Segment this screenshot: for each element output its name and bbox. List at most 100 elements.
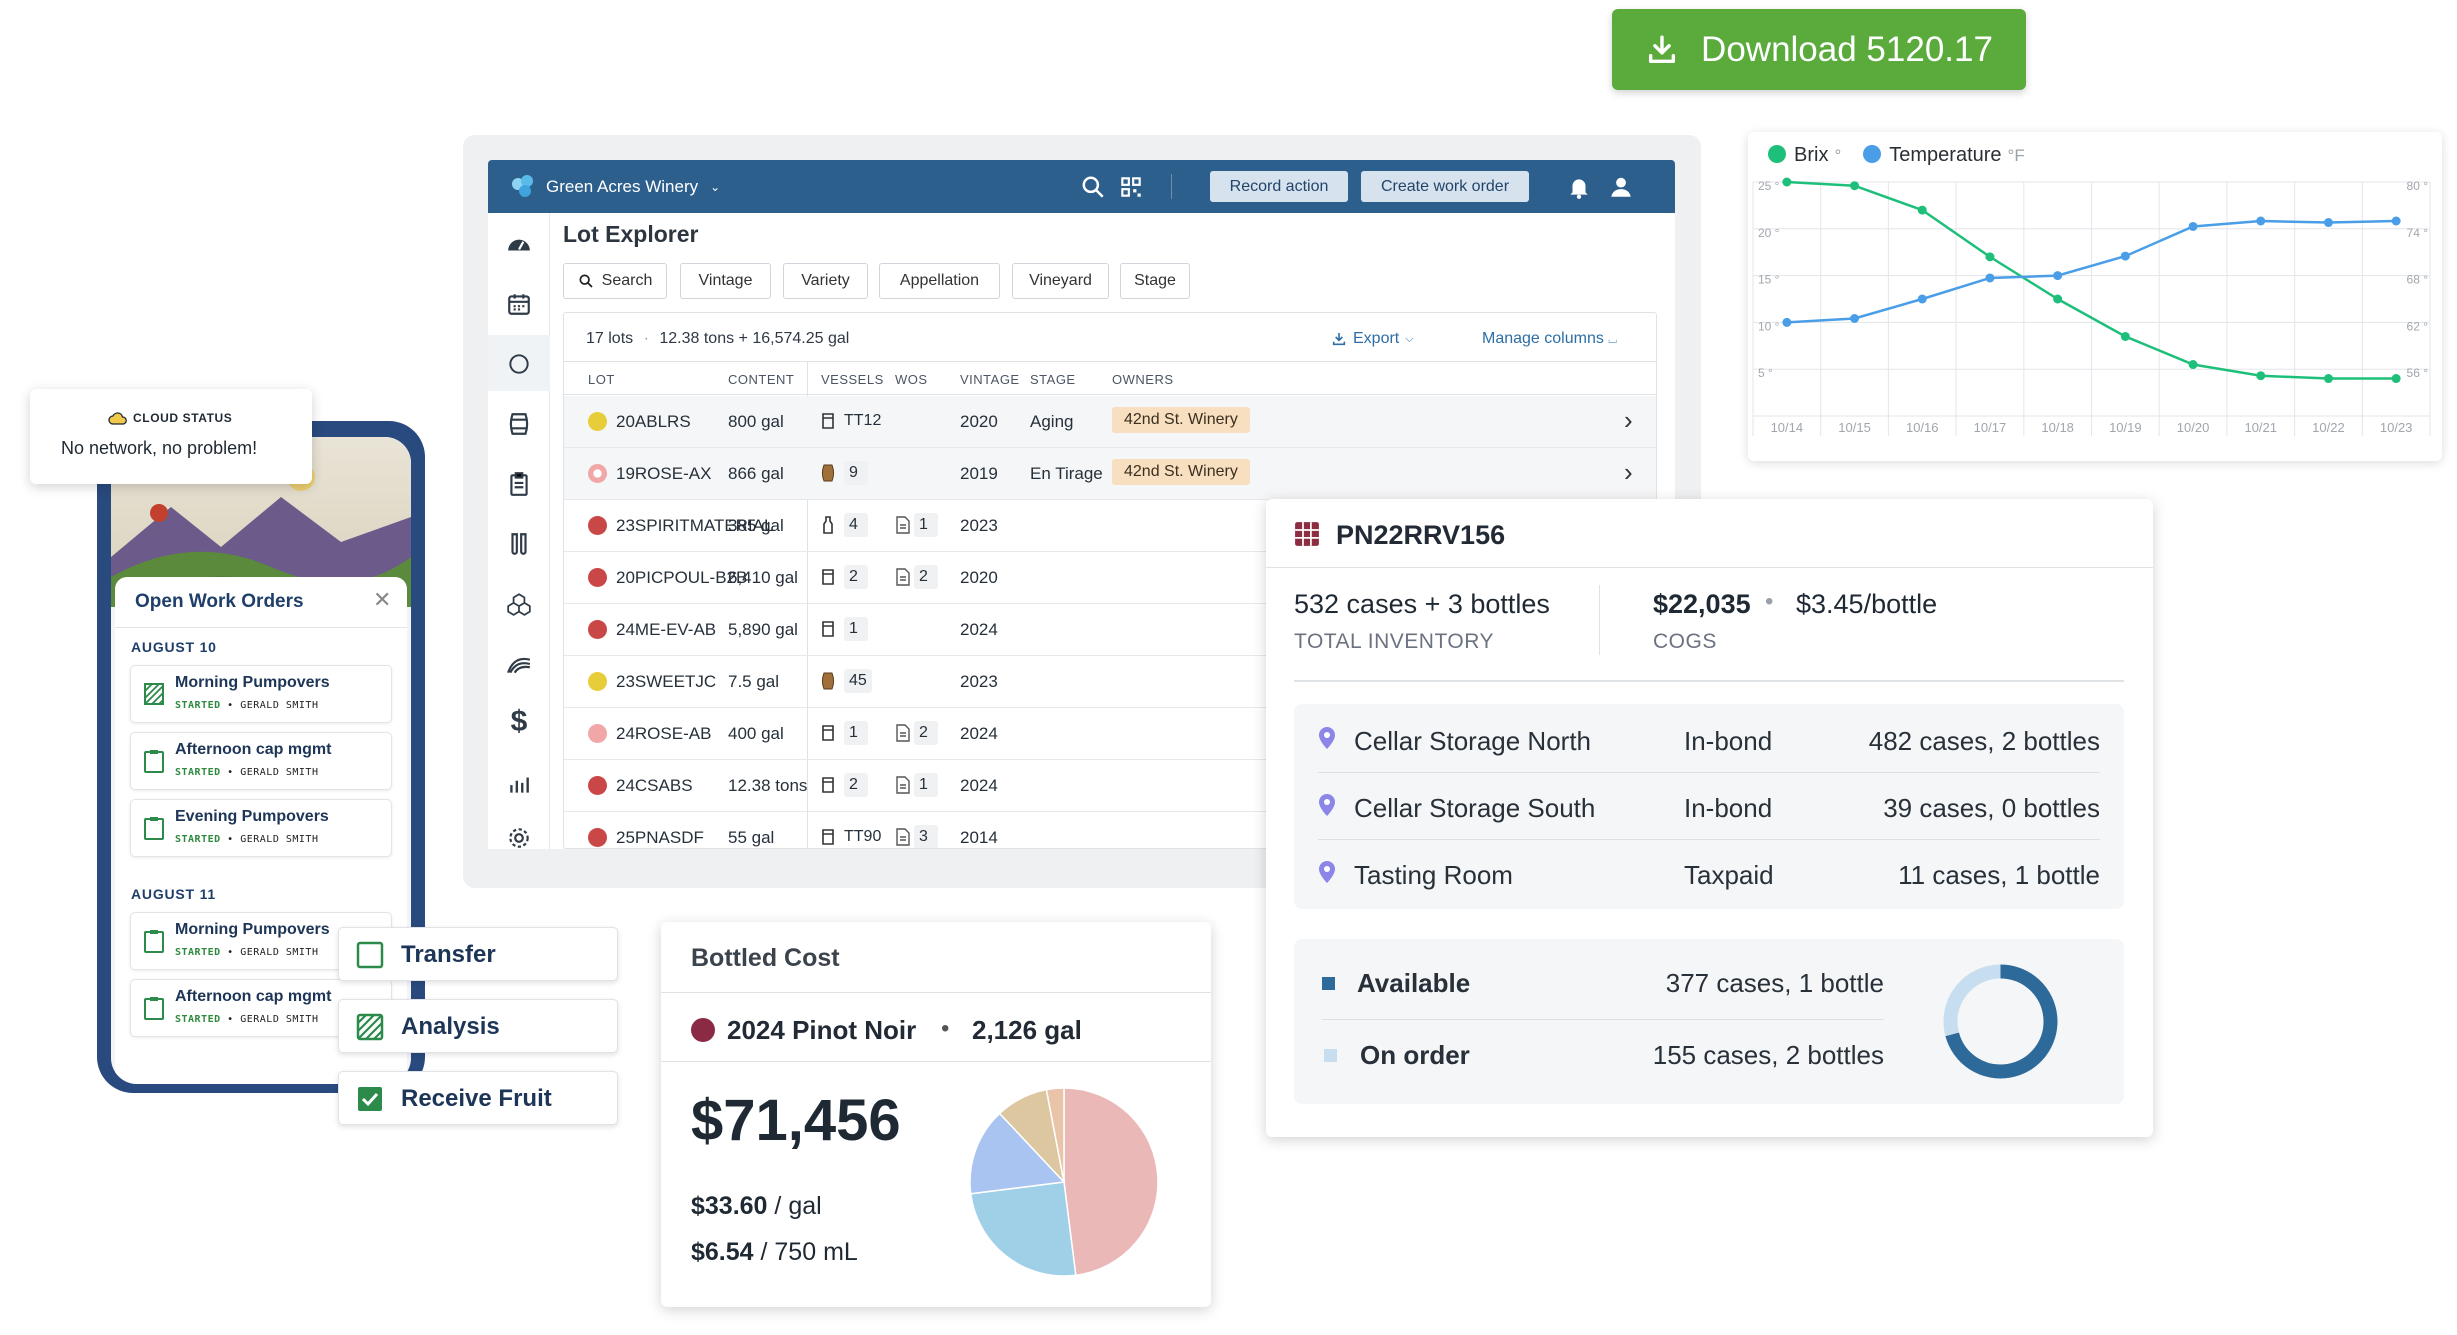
- filter-search-button[interactable]: Search: [563, 263, 667, 299]
- vessel-count[interactable]: 9: [844, 461, 868, 485]
- on-order-swatch: [1324, 1049, 1337, 1062]
- user-icon[interactable]: [1608, 174, 1634, 200]
- location-row[interactable]: Cellar Storage South In-bond 39 cases, 0…: [1318, 773, 2100, 840]
- filter-appellation-button[interactable]: Appellation: [879, 263, 1000, 299]
- reports-icon[interactable]: [506, 771, 532, 797]
- x-tick-label: 10/16: [1906, 420, 1939, 435]
- export-label: Export: [1353, 330, 1400, 347]
- wos-count[interactable]: 2: [914, 565, 938, 589]
- lot-vintage: 2023: [960, 672, 998, 691]
- cost-per-gal-value: $33.60: [691, 1192, 768, 1220]
- legend-item-temperature[interactable]: Temperature °F: [1863, 144, 2025, 167]
- vessel-count[interactable]: 2: [844, 565, 868, 589]
- download-icon: [1649, 35, 1676, 63]
- divider: [115, 627, 407, 628]
- table-row[interactable]: 23SPIRITMATERIAL 385 gal 4 1 2023: [564, 500, 1656, 552]
- task-chip-analysis[interactable]: Analysis: [338, 999, 618, 1053]
- column-header[interactable]: WOS: [895, 372, 928, 387]
- vessel-count[interactable]: 4: [844, 513, 868, 537]
- task-chip-transfer[interactable]: Transfer: [338, 927, 618, 981]
- close-icon[interactable]: ✕: [373, 587, 392, 612]
- column-header[interactable]: VINTAGE: [960, 372, 1020, 387]
- table-row[interactable]: 24ME-EV-AB 5,890 gal 1 2024: [564, 604, 1656, 656]
- lot-code[interactable]: 23SWEETJC: [616, 672, 717, 691]
- vessel-count[interactable]: TT12: [844, 412, 882, 429]
- create-work-order-button[interactable]: Create work order: [1361, 171, 1529, 202]
- calendar-icon[interactable]: [506, 291, 532, 317]
- column-header[interactable]: LOT: [588, 372, 615, 387]
- location-row[interactable]: Cellar Storage North In-bond 482 cases, …: [1318, 706, 2100, 773]
- data-point-temperature: [2391, 216, 2401, 226]
- table-row[interactable]: 19ROSE-AX 866 gal 9 2019 En Tirage 42nd St. W…: [564, 448, 1656, 500]
- table-row[interactable]: 20ABLRS 800 gal TT12 2020 Aging 42nd St. Wine…: [564, 396, 1656, 448]
- barrel-icon[interactable]: [506, 411, 532, 437]
- bottled-cost-card: Bottled Cost 2024 Pinot Noir • 2,126 gal…: [661, 922, 1211, 1307]
- legend-item-brix[interactable]: Brix °: [1768, 144, 1841, 167]
- column-header[interactable]: STAGE: [1030, 372, 1076, 387]
- lot-code[interactable]: 24CSABS: [616, 776, 693, 795]
- boxes-icon[interactable]: [506, 591, 532, 617]
- settings-gear-icon[interactable]: [506, 825, 532, 851]
- search-icon[interactable]: [1080, 174, 1106, 200]
- location-row[interactable]: Tasting Room Taxpaid 11 cases, 1 bottle: [1318, 840, 2100, 907]
- export-button[interactable]: Export ⌵: [1331, 330, 1414, 348]
- lot-code[interactable]: 19ROSE-AX: [616, 464, 712, 483]
- filter-variety-button[interactable]: Variety: [783, 263, 868, 299]
- record-action-button[interactable]: Record action: [1210, 171, 1348, 202]
- vessel-count[interactable]: TT90: [844, 828, 882, 845]
- wine-volume: 2,126 gal: [972, 1015, 1082, 1045]
- qr-code-icon[interactable]: [1118, 174, 1144, 200]
- lot-code[interactable]: 23SPIRITMATERIAL: [616, 516, 774, 535]
- vessel-count[interactable]: 1: [844, 617, 868, 641]
- work-order-item[interactable]: Morning Pumpovers STARTED • GERALD SMITH: [130, 665, 392, 723]
- tank-icon: [822, 829, 834, 845]
- wos-count[interactable]: 1: [914, 773, 938, 797]
- chevron-right-icon[interactable]: ›: [1624, 457, 1633, 487]
- storage-locations: Cellar Storage North In-bond 482 cases, …: [1294, 704, 2124, 909]
- download-label: Download 5120.17: [1701, 29, 1993, 69]
- cost-per-bottle-value: $6.54: [691, 1238, 754, 1266]
- table-row[interactable]: 24CSABS 12.38 tons 2 1 2024: [564, 760, 1656, 812]
- work-order-item[interactable]: Evening Pumpovers STARTED • GERALD SMITH: [130, 799, 392, 857]
- vineyard-icon[interactable]: [506, 651, 532, 677]
- clipboard-icon[interactable]: [506, 471, 532, 497]
- test-tubes-icon[interactable]: [506, 531, 532, 557]
- lot-code[interactable]: 24ME-EV-AB: [616, 620, 717, 639]
- filter-vintage-button[interactable]: Vintage: [680, 263, 771, 299]
- work-order-item[interactable]: Afternoon cap mgmt STARTED • GERALD SMITH: [130, 732, 392, 790]
- bell-icon[interactable]: [1566, 174, 1592, 200]
- column-header[interactable]: OWNERS: [1112, 372, 1174, 387]
- table-row[interactable]: 23SWEETJC 7.5 gal 45 2023: [564, 656, 1656, 708]
- vessel-count[interactable]: 1: [844, 721, 868, 745]
- wos-count[interactable]: 1: [914, 513, 938, 537]
- filter-stage-button[interactable]: Stage: [1120, 263, 1190, 299]
- table-row[interactable]: 24ROSE-AB 400 gal 1 2 2024: [564, 708, 1656, 760]
- divider: [1599, 585, 1600, 655]
- table-row[interactable]: 25PNASDF 55 gal TT90 3 2014: [564, 812, 1656, 848]
- cloud-status-label: CLOUD STATUS: [133, 411, 233, 425]
- table-row[interactable]: 20PICPOUL-B2B 6,410 gal 2 2 2020: [564, 552, 1656, 604]
- manage-columns-button[interactable]: Manage columns ⌴: [1482, 330, 1617, 348]
- vessel-count[interactable]: 2: [844, 773, 868, 797]
- lots-circle-icon[interactable]: [506, 351, 532, 377]
- data-point-brix: [2188, 360, 2198, 370]
- wos-count[interactable]: 3: [914, 825, 938, 848]
- wos-count[interactable]: 2: [914, 721, 938, 745]
- lot-code[interactable]: 20ABLRS: [616, 412, 691, 431]
- lot-code[interactable]: 25PNASDF: [616, 828, 704, 847]
- vessel-count[interactable]: 45: [844, 669, 872, 693]
- divider: [1294, 680, 2124, 682]
- download-button[interactable]: Download 5120.17: [1612, 9, 2026, 90]
- column-header[interactable]: VESSELS: [821, 372, 884, 387]
- table-summary: 17 lots · 12.38 tons + 16,574.25 gal: [586, 330, 850, 347]
- dollar-icon[interactable]: $: [510, 705, 528, 738]
- lot-code[interactable]: 20PICPOUL-B2B: [616, 568, 748, 587]
- filter-vineyard-button[interactable]: Vineyard: [1012, 263, 1109, 299]
- lot-code[interactable]: 24ROSE-AB: [616, 724, 712, 743]
- dashboard-icon[interactable]: [506, 231, 532, 257]
- task-chip-receive-fruit[interactable]: Receive Fruit: [338, 1071, 618, 1125]
- chevron-right-icon[interactable]: ›: [1624, 405, 1633, 435]
- winery-selector[interactable]: Green Acres Winery ⌄: [546, 177, 720, 197]
- available-swatch: [1322, 977, 1335, 990]
- column-header[interactable]: CONTENT: [728, 372, 795, 387]
